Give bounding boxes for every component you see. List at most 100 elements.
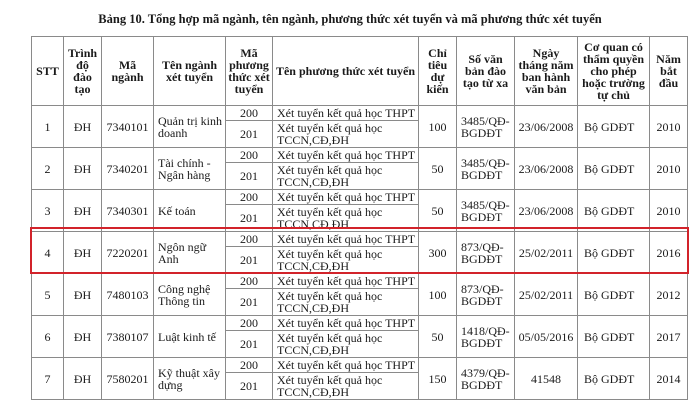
level-cell: ĐH: [63, 147, 102, 190]
quota-cell: 50: [418, 315, 457, 358]
column-header: Mã ngành: [101, 36, 154, 106]
document-number-cell: 1418/QĐ-BGDĐT: [456, 315, 515, 358]
start-year-cell: 2010: [649, 147, 688, 190]
issue-date-cell: 25/02/2011: [514, 273, 578, 316]
stt-cell: 4: [31, 231, 64, 274]
agency-cell: Bộ GDĐT: [577, 105, 650, 148]
method-code-cell: 200: [225, 189, 273, 205]
table-row: 3 ĐH 7340301 Kế toán 200 Xét tuyển kết quả họ…: [31, 189, 688, 232]
method-name-cell: Xét tuyển kết quả học TCCN,CĐ,ĐH: [272, 372, 419, 400]
table-subrow: 201 Xét tuyển kết quả học TCCN,CĐ,ĐH: [32, 246, 688, 274]
table-row: 4 ĐH 7220201 Ngôn ngữ Anh 200 Xét tuyển kết q…: [31, 231, 688, 274]
method-code-cell: 200: [225, 315, 273, 331]
major-name-cell: Luật kinh tế: [153, 315, 226, 358]
table-subrow: 201 Xét tuyển kết quả học TCCN,CĐ,ĐH: [32, 330, 688, 358]
major-code-cell: 7220201: [101, 231, 154, 274]
start-year-cell: 2012: [649, 273, 688, 316]
method-name-cell: Xét tuyển kết quả học TCCN,CĐ,ĐH: [272, 288, 419, 316]
major-code-cell: 7340201: [101, 147, 154, 190]
agency-cell: Bộ GDĐT: [577, 147, 650, 190]
method-name-cell: Xét tuyển kết quả học THPT: [272, 231, 419, 247]
column-header: Trình độ đào tạo: [63, 36, 102, 106]
method-name-cell: Xét tuyển kết quả học THPT: [272, 357, 419, 373]
method-name-cell: Xét tuyển kết quả học THPT: [272, 189, 419, 205]
column-header: Năm bắt đầu: [649, 36, 688, 106]
major-code-cell: 7340101: [101, 105, 154, 148]
document-number-cell: 873/QĐ-BGDĐT: [456, 273, 515, 316]
column-header: Tên phương thức xét tuyển: [272, 36, 419, 106]
stt-cell: 3: [31, 189, 64, 232]
method-name-cell: Xét tuyển kết quả học TCCN,CĐ,ĐH: [272, 120, 419, 148]
column-header: STT: [31, 36, 64, 106]
agency-cell: Bộ GDĐT: [577, 315, 650, 358]
start-year-cell: 2014: [649, 357, 688, 400]
column-header: Mã phương thức xét tuyển: [225, 36, 273, 106]
agency-cell: Bộ GDĐT: [577, 231, 650, 274]
table-row: 1 ĐH 7340101 Quản trị kinh doanh 200 Xét tuyể…: [31, 105, 688, 148]
method-code-cell: 201: [225, 162, 273, 190]
major-code-cell: 7480103: [101, 273, 154, 316]
method-code-cell: 200: [225, 105, 273, 121]
column-header: Ngày tháng năm ban hành văn bản: [514, 36, 578, 106]
major-name-cell: Tài chính - Ngân hàng: [153, 147, 226, 190]
method-code-cell: 200: [225, 357, 273, 373]
table-subrow: 201 Xét tuyển kết quả học TCCN,CĐ,ĐH: [32, 120, 688, 148]
quota-cell: 300: [418, 231, 457, 274]
agency-cell: Bộ GDĐT: [577, 189, 650, 232]
document-number-cell: 3485/QĐ-BGDĐT: [456, 147, 515, 190]
table-row: 6 ĐH 7380107 Luật kinh tế 200 Xét tuyển kết q…: [31, 315, 688, 358]
admissions-table: STT Trình độ đào tạo Mã ngành Tên ngành xét…: [31, 36, 688, 400]
issue-date-cell: 25/02/2011: [514, 231, 578, 274]
method-code-cell: 201: [225, 330, 273, 358]
method-code-cell: 201: [225, 120, 273, 148]
table-row: 2 ĐH 7340201 Tài chính - Ngân hàng 200 Xét tu…: [31, 147, 688, 190]
stt-cell: 5: [31, 273, 64, 316]
document-number-cell: 3485/QĐ-BGDĐT: [456, 189, 515, 232]
level-cell: ĐH: [63, 273, 102, 316]
method-code-cell: 200: [225, 273, 273, 289]
method-name-cell: Xét tuyển kết quả học THPT: [272, 315, 419, 331]
stt-cell: 7: [31, 357, 64, 400]
stt-cell: 2: [31, 147, 64, 190]
quota-cell: 50: [418, 189, 457, 232]
method-code-cell: 200: [225, 231, 273, 247]
issue-date-cell: 23/06/2008: [514, 189, 578, 232]
method-code-cell: 201: [225, 204, 273, 232]
major-name-cell: Công nghệ Thông tin: [153, 273, 226, 316]
issue-date-cell: 05/05/2016: [514, 315, 578, 358]
method-name-cell: Xét tuyển kết quả học THPT: [272, 273, 419, 289]
column-header: Chỉ tiêu dự kiến: [418, 36, 457, 106]
level-cell: ĐH: [63, 357, 102, 400]
header-row: STT Trình độ đào tạo Mã ngành Tên ngành xét…: [31, 36, 688, 106]
agency-cell: Bộ GDĐT: [577, 357, 650, 400]
major-name-cell: Kỹ thuật xây dựng: [153, 357, 226, 400]
method-name-cell: Xét tuyển kết quả học TCCN,CĐ,ĐH: [272, 246, 419, 274]
method-name-cell: Xét tuyển kết quả học THPT: [272, 105, 419, 121]
method-code-cell: 201: [225, 372, 273, 400]
start-year-cell: 2010: [649, 105, 688, 148]
quota-cell: 150: [418, 357, 457, 400]
quota-cell: 100: [418, 105, 457, 148]
major-code-cell: 7580201: [101, 357, 154, 400]
document-number-cell: 4379/QĐ-BGDĐT: [456, 357, 515, 400]
method-name-cell: Xét tuyển kết quả học TCCN,CĐ,ĐH: [272, 204, 419, 232]
table-row: 5 ĐH 7480103 Công nghệ Thông tin 200 Xét tuyể…: [31, 273, 688, 316]
issue-date-cell: 23/06/2008: [514, 105, 578, 148]
table-title: Bảng 10. Tổng hợp mã ngành, tên ngành, p…: [98, 12, 602, 26]
major-code-cell: 7380107: [101, 315, 154, 358]
method-name-cell: Xét tuyển kết quả học THPT: [272, 147, 419, 163]
issue-date-cell: 23/06/2008: [514, 147, 578, 190]
table-subrow: 201 Xét tuyển kết quả học TCCN,CĐ,ĐH: [32, 372, 688, 400]
major-name-cell: Ngôn ngữ Anh: [153, 231, 226, 274]
method-name-cell: Xét tuyển kết quả học TCCN,CĐ,ĐH: [272, 162, 419, 190]
start-year-cell: 2017: [649, 315, 688, 358]
table-row: 7 ĐH 7580201 Kỹ thuật xây dựng 200 Xét tuyển …: [31, 357, 688, 400]
column-header: Số văn bản đào tạo từ xa: [456, 36, 515, 106]
method-name-cell: Xét tuyển kết quả học TCCN,CĐ,ĐH: [272, 330, 419, 358]
column-header: Cơ quan có thẩm quyền cho phép hoặc trườ…: [577, 36, 650, 106]
major-code-cell: 7340301: [101, 189, 154, 232]
stt-cell: 1: [31, 105, 64, 148]
level-cell: ĐH: [63, 189, 102, 232]
issue-date-cell: 41548: [514, 357, 578, 400]
stt-cell: 6: [31, 315, 64, 358]
